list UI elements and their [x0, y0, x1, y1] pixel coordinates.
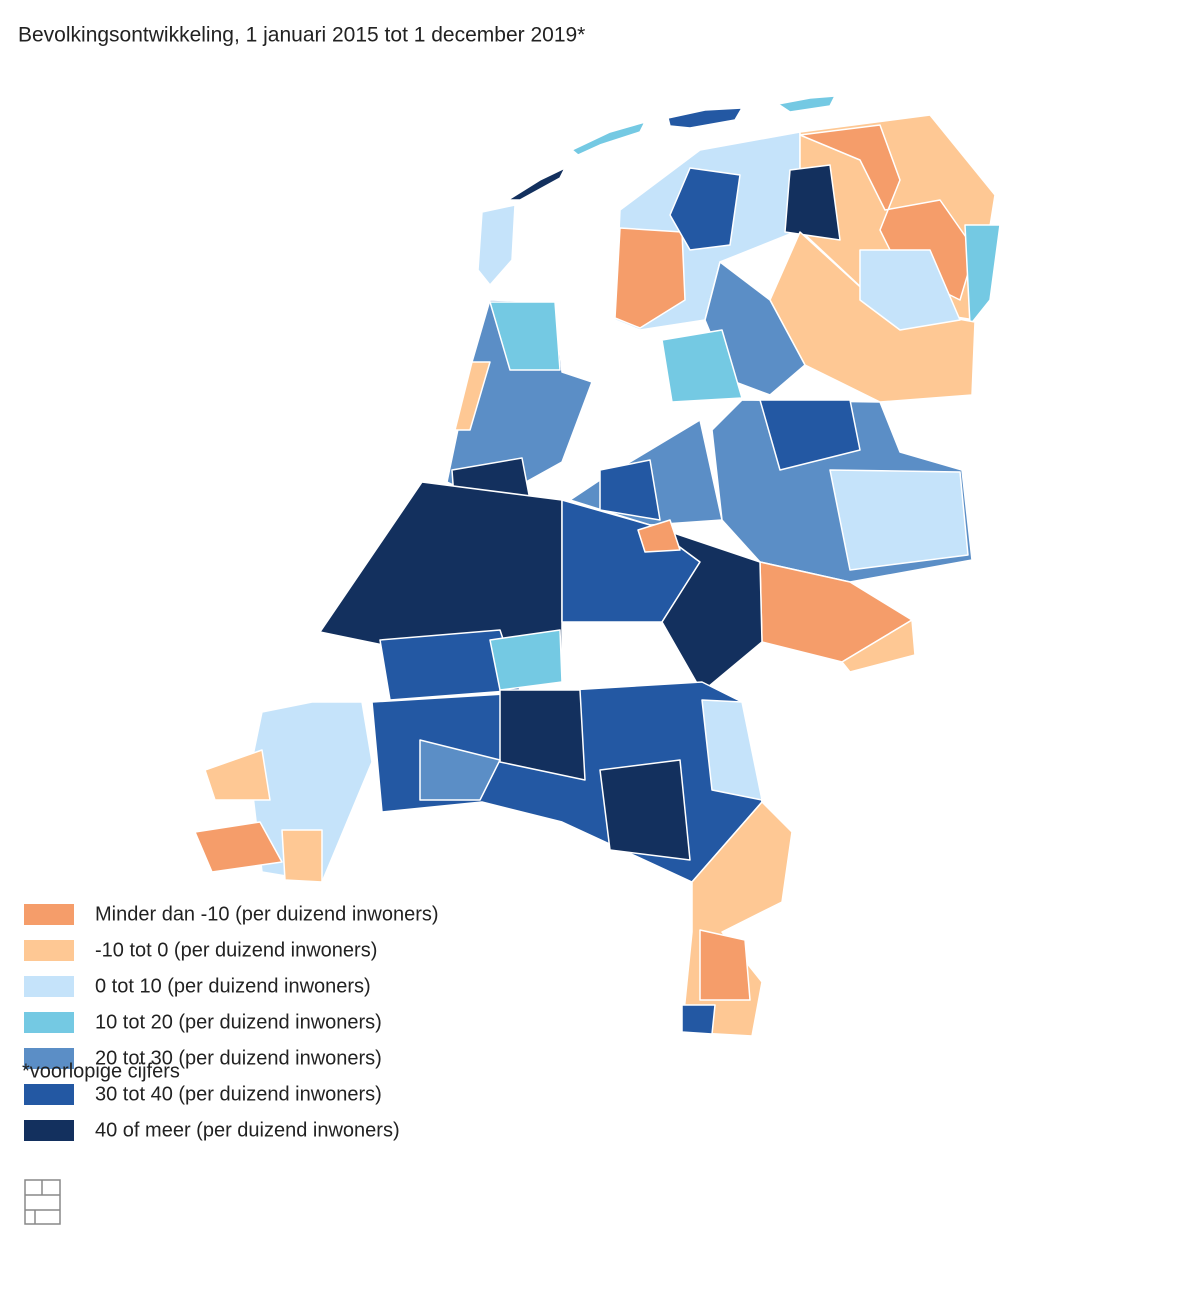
- legend-label: -10 tot 0 (per duizend inwoners): [95, 939, 377, 961]
- region: [499, 689, 586, 781]
- legend-label: 30 tot 40 (per duizend inwoners): [95, 1083, 382, 1105]
- region: [699, 929, 751, 1001]
- region: [507, 167, 566, 201]
- logo: [24, 1179, 61, 1225]
- legend-swatch: [24, 940, 74, 961]
- footnote: *voorlopige cijfers: [22, 1060, 180, 1082]
- legend-swatch: [24, 1120, 74, 1141]
- region: [454, 361, 491, 431]
- region: [661, 329, 743, 403]
- region: [964, 224, 1001, 326]
- region: [194, 821, 283, 873]
- region: [599, 759, 691, 861]
- legend-label: 0 tot 10 (per duizend inwoners): [95, 975, 371, 997]
- region: [829, 469, 969, 571]
- region: [784, 164, 841, 241]
- title: Bevolkingsontwikkeling, 1 januari 2015 t…: [18, 24, 585, 47]
- region: [204, 749, 271, 801]
- region: [281, 829, 323, 883]
- legend-swatch: [24, 1084, 74, 1105]
- region: [637, 519, 681, 553]
- legend: Minder dan -10 (per duizend inwoners) -10…: [24, 903, 439, 1141]
- region: [669, 167, 741, 251]
- region: [477, 204, 516, 286]
- legend-swatch: [24, 904, 74, 925]
- legend-label: Minder dan -10 (per duizend inwoners): [95, 903, 439, 925]
- region: [489, 301, 561, 371]
- region: [419, 739, 501, 801]
- region: [701, 699, 763, 801]
- region: [614, 227, 686, 329]
- region: [841, 619, 916, 673]
- region: [571, 121, 646, 156]
- region: [667, 107, 743, 129]
- legend-swatch: [24, 1012, 74, 1033]
- region: [859, 249, 961, 331]
- legend-swatch: [24, 1048, 74, 1069]
- region: [777, 95, 836, 113]
- region: [759, 399, 861, 471]
- legend-label: 40 of meer (per duizend inwoners): [95, 1119, 400, 1141]
- region: [599, 459, 661, 521]
- map: [194, 95, 1001, 1037]
- legend-label: 20 tot 30 (per duizend inwoners): [95, 1047, 382, 1069]
- legend-label: 10 tot 20 (per duizend inwoners): [95, 1011, 382, 1033]
- region: [681, 1004, 716, 1035]
- legend-swatch: [24, 976, 74, 997]
- region: [489, 629, 563, 691]
